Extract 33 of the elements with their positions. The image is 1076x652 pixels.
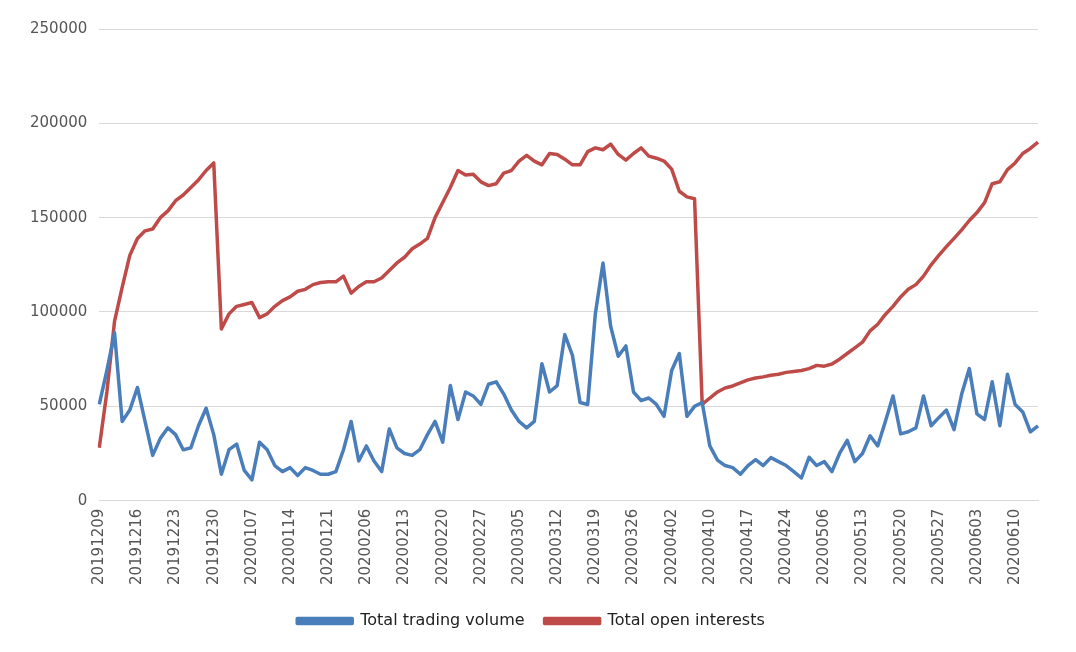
x-tick-label: 20200227: [470, 508, 489, 586]
x-tick-label: 20200417: [737, 508, 756, 586]
y-tick-label: 50000: [39, 396, 88, 415]
x-tick-label: 20200326: [623, 508, 642, 586]
x-tick-label: 20200410: [699, 508, 718, 586]
x-tick-label: 20200107: [241, 508, 260, 586]
x-tick-label: 20200506: [814, 508, 833, 586]
legend-label: Total trading volume: [359, 610, 525, 630]
legend-label: Total open interests: [606, 610, 765, 630]
x-tick-label: 20200305: [508, 508, 527, 586]
y-tick-label: 0: [77, 490, 88, 509]
y-tick-label: 100000: [30, 301, 88, 320]
x-tick-label: 20191230: [203, 508, 222, 586]
x-tick-label: 20200603: [966, 508, 985, 586]
x-tick-label: 20200312: [547, 508, 566, 586]
x-tick-label: 20200527: [928, 508, 947, 586]
x-tick-label: 20200220: [432, 508, 451, 586]
y-tick-label: 200000: [30, 113, 88, 132]
x-tick-label: 20200206: [356, 508, 375, 586]
x-tick-label: 20200513: [852, 508, 871, 586]
x-tick-label: 20200114: [279, 508, 298, 586]
y-tick-label: 150000: [30, 207, 88, 226]
x-tick-label: 20200424: [776, 508, 795, 586]
x-tick-label: 20200610: [1004, 508, 1023, 586]
x-tick-label: 20191209: [89, 508, 108, 586]
x-tick-label: 20200121: [318, 508, 337, 586]
y-tick-label: 250000: [30, 18, 88, 37]
x-tick-label: 20200402: [661, 508, 680, 586]
x-tick-label: 20200319: [585, 508, 604, 586]
x-tick-label: 20191223: [165, 508, 184, 586]
x-tick-label: 20191216: [127, 508, 146, 586]
x-tick-label: 20200520: [890, 508, 909, 586]
x-tick-label: 20200213: [394, 508, 413, 586]
